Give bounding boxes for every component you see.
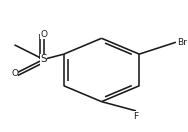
- Text: S: S: [40, 54, 47, 64]
- Text: O: O: [40, 30, 47, 39]
- Text: O: O: [11, 69, 18, 78]
- Text: Br: Br: [177, 38, 187, 47]
- Text: F: F: [133, 112, 139, 121]
